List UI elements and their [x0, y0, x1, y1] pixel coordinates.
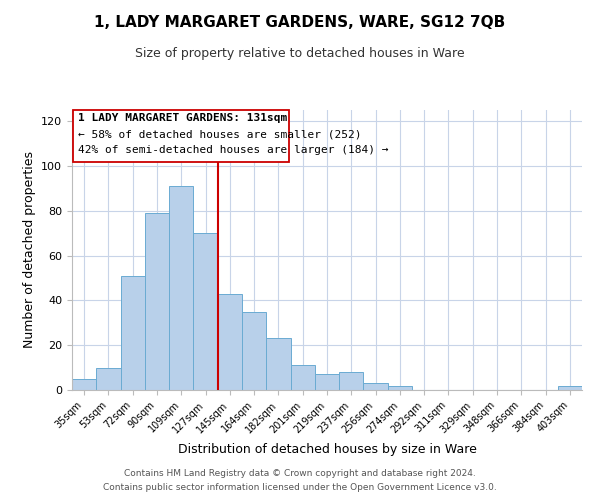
Bar: [218, 294, 242, 390]
Text: ← 58% of detached houses are smaller (252): ← 58% of detached houses are smaller (25…: [78, 129, 362, 139]
Bar: [388, 386, 412, 390]
Bar: [121, 276, 145, 390]
Text: 1, LADY MARGARET GARDENS, WARE, SG12 7QB: 1, LADY MARGARET GARDENS, WARE, SG12 7QB: [94, 15, 506, 30]
Bar: [96, 368, 121, 390]
Text: Size of property relative to detached houses in Ware: Size of property relative to detached ho…: [135, 48, 465, 60]
Text: Contains public sector information licensed under the Open Government Licence v3: Contains public sector information licen…: [103, 484, 497, 492]
Bar: [72, 379, 96, 390]
Bar: [339, 372, 364, 390]
Bar: [242, 312, 266, 390]
X-axis label: Distribution of detached houses by size in Ware: Distribution of detached houses by size …: [178, 443, 476, 456]
Text: 1 LADY MARGARET GARDENS: 131sqm: 1 LADY MARGARET GARDENS: 131sqm: [78, 114, 287, 124]
FancyBboxPatch shape: [73, 110, 289, 162]
Y-axis label: Number of detached properties: Number of detached properties: [23, 152, 35, 348]
Bar: [290, 366, 315, 390]
Text: Contains HM Land Registry data © Crown copyright and database right 2024.: Contains HM Land Registry data © Crown c…: [124, 468, 476, 477]
Bar: [558, 386, 582, 390]
Bar: [364, 384, 388, 390]
Text: 42% of semi-detached houses are larger (184) →: 42% of semi-detached houses are larger (…: [78, 144, 389, 154]
Bar: [145, 213, 169, 390]
Bar: [266, 338, 290, 390]
Bar: [193, 233, 218, 390]
Bar: [315, 374, 339, 390]
Bar: [169, 186, 193, 390]
